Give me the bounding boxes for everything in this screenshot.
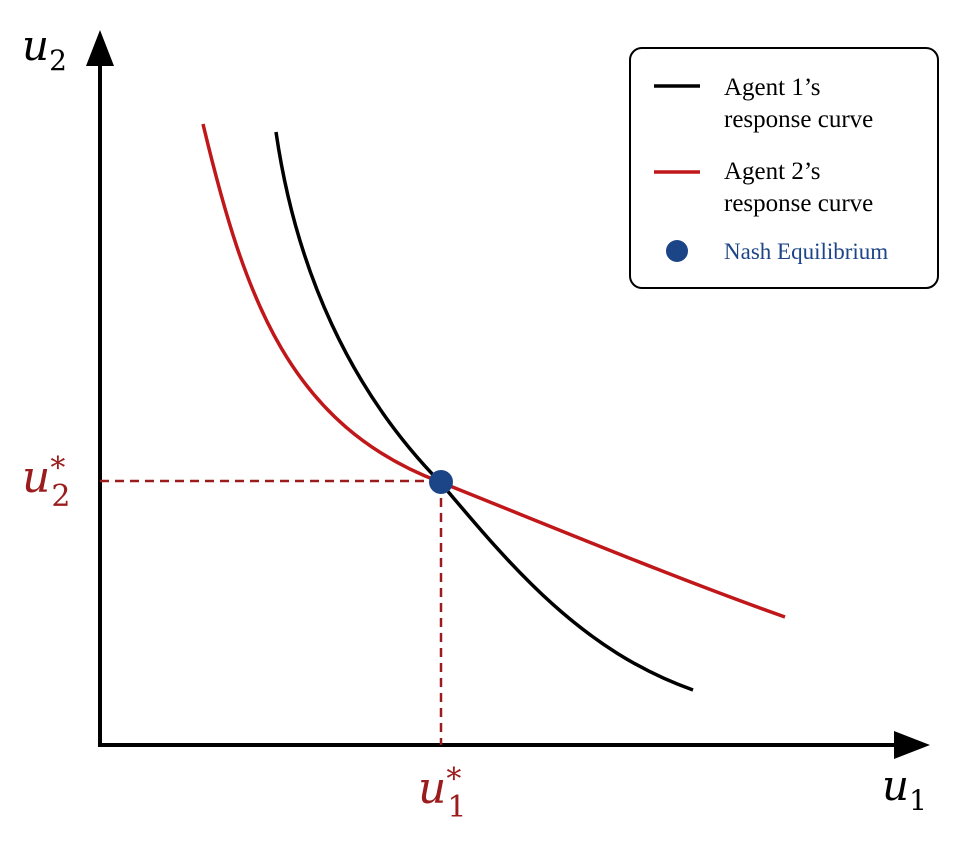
legend-nash-marker <box>666 240 688 262</box>
y-axis-label: u2 <box>22 21 67 77</box>
legend-nash-label: Nash Equilibrium <box>724 239 888 264</box>
nash-equilibrium-point <box>429 470 453 494</box>
u1-star-superscript: * <box>446 762 461 797</box>
x-axis-label: u1 <box>882 761 927 817</box>
u2-star-superscript: * <box>50 451 65 486</box>
x-axis-label-subscript: 1 <box>909 784 927 817</box>
x-axis-arrowhead <box>894 731 930 759</box>
legend-agent-1-line-1: Agent 1’s <box>724 74 821 101</box>
y-axis-label-subscript: 2 <box>49 44 67 77</box>
legend-box <box>629 47 939 289</box>
legend-agent-2-line-1: Agent 2’s <box>724 158 821 185</box>
y-axis-arrowhead <box>86 30 114 66</box>
legend: Agent 1’s response curve Agent 2’s respo… <box>629 47 939 289</box>
u2-star-subscript: 2 <box>51 479 70 514</box>
u2-star-label: u* 2 <box>22 451 70 514</box>
legend-agent-1-line-2: response curve <box>724 106 873 133</box>
u1-star-label: u* 1 <box>418 762 466 825</box>
legend-agent-2-line-2: response curve <box>724 190 873 217</box>
u1-star-subscript: 1 <box>447 790 466 825</box>
